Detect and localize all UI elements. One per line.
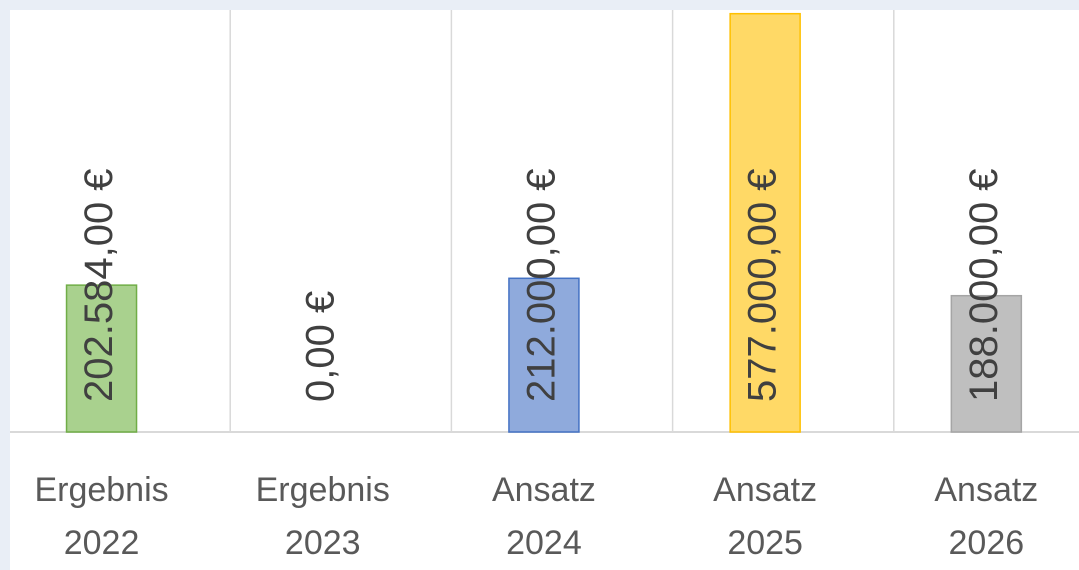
bar xyxy=(508,277,580,433)
data-label: 212.000,00 € xyxy=(520,168,564,402)
bar xyxy=(950,294,1023,433)
data-label: 188.000,00 € xyxy=(962,168,1006,402)
x-tick-label: 2022 xyxy=(64,524,140,562)
x-tick-label: 2023 xyxy=(285,524,361,562)
x-tick-label: 2025 xyxy=(727,524,803,562)
bar xyxy=(729,12,801,433)
bar xyxy=(65,284,138,433)
data-label: 0,00 € xyxy=(298,291,342,402)
x-tick-label: 2026 xyxy=(949,524,1025,562)
x-tick-label: Ansatz xyxy=(934,471,1038,509)
x-tick-label: Ansatz xyxy=(492,471,596,509)
data-label: 202.584,00 € xyxy=(77,168,121,402)
x-tick-label: 2024 xyxy=(506,524,582,562)
x-tick-label: Ergebnis xyxy=(256,471,390,509)
x-tick-label: Ansatz xyxy=(713,471,817,509)
x-tick-label: Ergebnis xyxy=(34,471,168,509)
data-label: 577.000,00 € xyxy=(741,168,785,402)
